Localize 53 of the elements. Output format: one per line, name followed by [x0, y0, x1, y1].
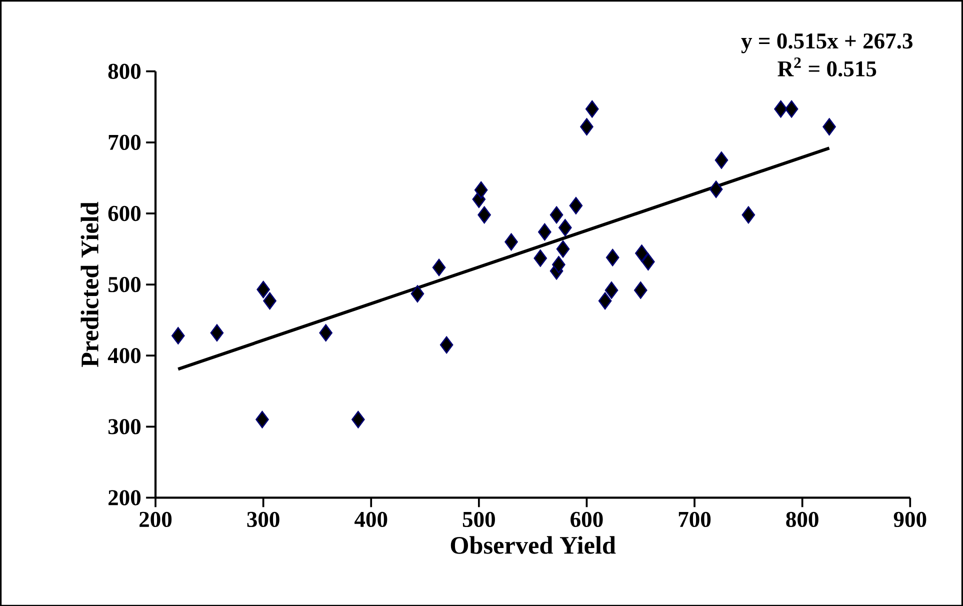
- point: [550, 206, 564, 224]
- point: [604, 281, 618, 299]
- point: [478, 206, 491, 224]
- y-tick-label: 500: [108, 276, 141, 292]
- point: [352, 410, 365, 428]
- point: [742, 206, 756, 224]
- point: [172, 326, 185, 344]
- point: [569, 196, 583, 214]
- point: [709, 180, 723, 198]
- point: [606, 248, 620, 266]
- point: [474, 181, 488, 198]
- point: [556, 240, 570, 258]
- y-tick-label: 300: [108, 418, 141, 434]
- y-axis-title: Predicted Yield: [80, 202, 98, 367]
- point: [634, 281, 648, 299]
- x-tick-label: 900: [894, 512, 926, 527]
- point: [504, 233, 518, 250]
- point: [598, 292, 612, 310]
- point: [642, 252, 655, 270]
- point: [822, 118, 836, 136]
- point: [580, 118, 594, 136]
- point: [440, 336, 454, 354]
- point: [552, 256, 566, 274]
- x-tick-label: 600: [570, 512, 603, 527]
- y-tick-label: 700: [108, 134, 141, 150]
- annotation: R$^{2}$ = 0.515: [778, 57, 876, 76]
- point: [635, 244, 648, 262]
- point: [210, 324, 224, 342]
- point: [319, 324, 332, 342]
- point: [714, 151, 728, 169]
- x-tick-label: 500: [462, 512, 495, 527]
- x-tick-label: 400: [354, 512, 388, 527]
- y-tick-label: 600: [108, 206, 141, 221]
- y-tick-label: 400: [108, 348, 141, 364]
- x-tick-label: 200: [140, 512, 172, 527]
- point: [432, 258, 446, 276]
- point: [256, 410, 269, 428]
- x-tick-label: 800: [786, 512, 818, 527]
- point: [263, 292, 276, 310]
- point: [256, 280, 270, 298]
- point: [784, 100, 798, 118]
- point: [538, 223, 552, 240]
- y-tick-label: 200: [108, 490, 141, 506]
- text: y = 0.515x + 267.3: [741, 33, 912, 54]
- point: [585, 100, 599, 118]
- point: [534, 249, 547, 267]
- point: [774, 100, 788, 118]
- point: [410, 284, 424, 302]
- y-tick-label: 800: [108, 64, 141, 79]
- x-tick-label: 700: [678, 512, 711, 527]
- x-axis-title: Observed Yield: [450, 536, 616, 554]
- point: [558, 218, 572, 236]
- x-tick-label: 300: [247, 512, 280, 527]
